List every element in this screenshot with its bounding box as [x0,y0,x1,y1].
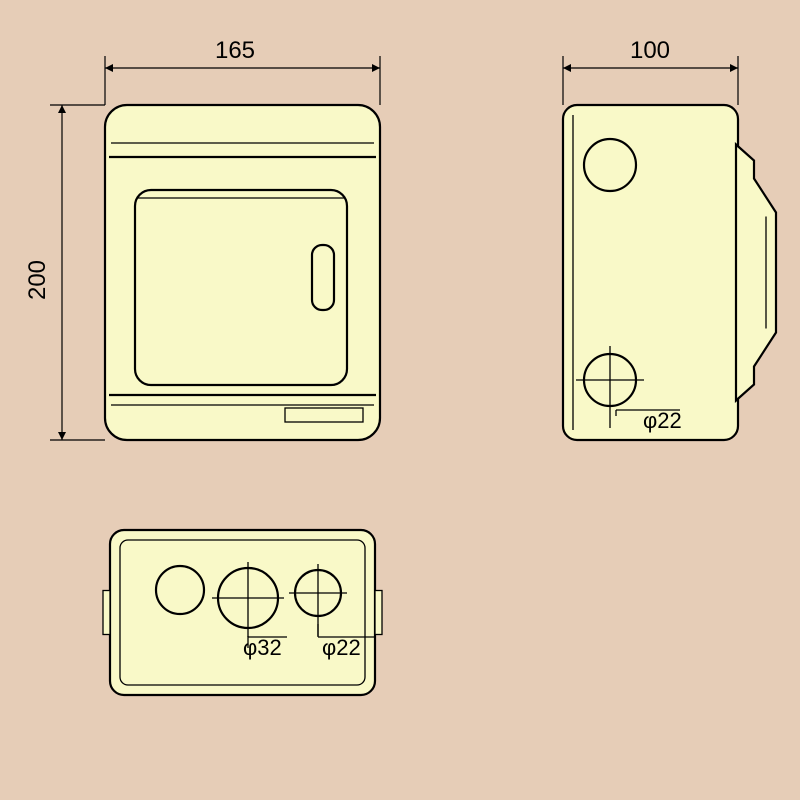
top-phi32-label: φ32 [243,635,282,660]
dim-height-200: 200 [24,260,51,300]
top-phi22-label: φ22 [322,635,361,660]
dim-side-width-100: 100 [630,37,670,64]
top-view: φ32 φ22 [103,530,382,695]
dim-width-165: 165 [215,37,255,64]
technical-drawing: 165 200 φ22 100 φ32 φ22 [0,0,800,800]
side-phi22-label: φ22 [643,408,682,433]
